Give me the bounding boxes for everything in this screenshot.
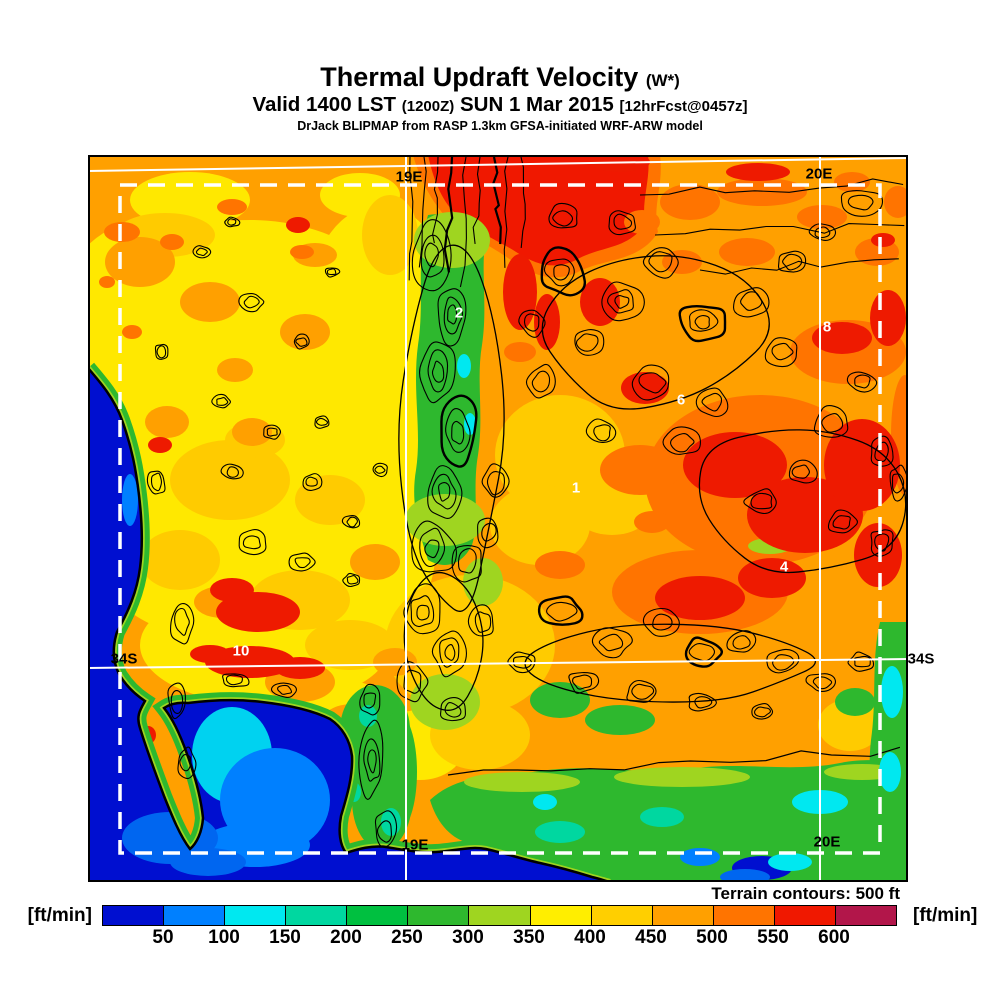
valid-time: Valid 1400 LST <box>252 93 397 117</box>
plot-header: Thermal Updraft Velocity (W*) Valid 1400… <box>0 62 1000 133</box>
colorbar-tick: 450 <box>635 927 667 948</box>
map-frame <box>88 155 908 882</box>
colorbar-segment <box>712 906 774 925</box>
colorbar-segment <box>590 906 652 925</box>
colorbar-segment <box>773 906 835 925</box>
colorbar-tick: 200 <box>330 927 362 948</box>
colorbar-unit-right: [ft/min] <box>913 905 978 926</box>
colorbar-segment <box>224 906 286 925</box>
colorbar-segment <box>529 906 591 925</box>
strong-lift-core <box>428 155 649 266</box>
colorbar-tick: 550 <box>757 927 789 948</box>
thermal-updraft-map <box>88 155 908 882</box>
colorbar-tick: 600 <box>818 927 850 948</box>
plot-title-text: Thermal Updraft Velocity <box>320 62 639 92</box>
colorbar-segment <box>103 906 164 925</box>
model-line: DrJack BLIPMAP from RASP 1.3km GFSA-init… <box>297 119 703 134</box>
colorbar-segment <box>407 906 469 925</box>
valid-time-utc: (1200Z) <box>401 98 455 116</box>
colorbar-segment <box>468 906 530 925</box>
colorbar-tick: 150 <box>269 927 301 948</box>
valid-date: SUN 1 Mar 2015 <box>459 93 614 117</box>
domain-boundary <box>118 183 882 855</box>
colorbar-tick: 300 <box>452 927 484 948</box>
colorbar-segment <box>346 906 408 925</box>
colorbar-tick: 400 <box>574 927 606 948</box>
colorbar-segment <box>834 906 897 925</box>
colorbar-segment <box>285 906 347 925</box>
colorbar-segment <box>163 906 225 925</box>
forecast-init: [12hrFcst@0457z] <box>619 98 748 116</box>
colorbar-segment <box>651 906 713 925</box>
colorbar-tick: 250 <box>391 927 423 948</box>
valid-time-line: Valid 1400 LST (1200Z) SUN 1 Mar 2015 [1… <box>0 93 1000 117</box>
colorbar-unit-left: [ft/min] <box>27 905 92 926</box>
land-color-regions <box>88 162 908 780</box>
colorbar-tick: 350 <box>513 927 545 948</box>
latlon-grid <box>88 155 908 882</box>
sea-state-patches <box>122 474 330 876</box>
updraft-colorbar <box>102 905 897 926</box>
colorbar-tick: 100 <box>208 927 240 948</box>
latitude-label: 34S <box>907 650 935 668</box>
plot-title-suffix: (W*) <box>645 71 680 90</box>
colorbar-tick: 500 <box>696 927 728 948</box>
colorbar-tick: 50 <box>152 927 174 948</box>
plot-title: Thermal Updraft Velocity (W*) <box>0 62 1000 92</box>
map-canvas <box>88 155 908 882</box>
terrain-contours-note: Terrain contours: 500 ft <box>711 884 900 903</box>
